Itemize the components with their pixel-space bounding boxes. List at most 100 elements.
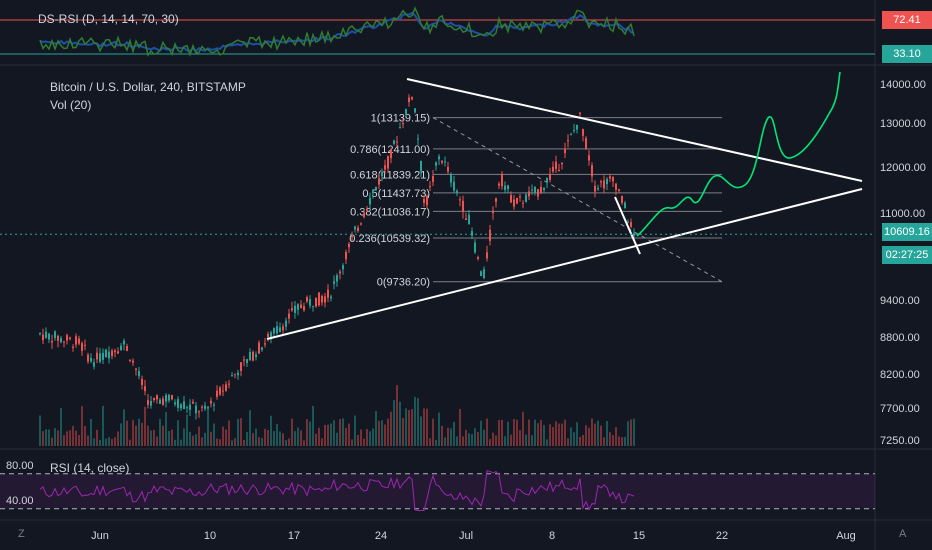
candle-body <box>441 160 443 163</box>
candle-body <box>579 112 581 114</box>
volume-bar <box>339 419 341 446</box>
volume-bar <box>432 418 434 446</box>
candle-body <box>69 337 71 339</box>
volume-bar <box>186 414 188 446</box>
candle-body <box>255 354 257 358</box>
candle-body <box>321 296 323 303</box>
candle-body <box>171 395 173 400</box>
volume-bar <box>216 438 218 446</box>
candle-body <box>519 196 521 198</box>
volume-bar <box>153 429 155 446</box>
candle-body <box>516 198 518 204</box>
volume-bar <box>213 423 215 446</box>
candle-body <box>471 231 473 236</box>
volume-bar <box>372 428 374 446</box>
candle-body <box>633 233 635 236</box>
volume-bar <box>630 419 632 446</box>
candle-body <box>192 401 194 404</box>
candle-body <box>465 218 467 220</box>
volume-bar <box>276 424 278 446</box>
volume-bar <box>207 406 209 446</box>
volume-bar <box>462 436 464 446</box>
candle-body <box>234 373 236 375</box>
candle-body <box>165 395 167 402</box>
volume-bar <box>396 385 398 446</box>
volume-bar <box>117 431 119 446</box>
candle-body <box>51 340 53 343</box>
candle-body <box>282 326 284 331</box>
candle-body <box>270 332 272 340</box>
price-axis-tick-label: 8200.00 <box>880 369 920 381</box>
volume-bar <box>378 420 380 446</box>
candle-body <box>156 395 158 400</box>
candle-body <box>558 170 560 172</box>
volume-bar <box>105 438 107 446</box>
volume-bar <box>243 439 245 446</box>
volume-bar <box>81 406 83 446</box>
candle-body <box>261 347 263 350</box>
candle-body <box>216 390 218 397</box>
candle-body <box>186 407 188 409</box>
volume-bar <box>414 396 416 446</box>
volume-bar <box>132 420 134 446</box>
candle-body <box>177 399 179 408</box>
volume-bar <box>225 429 227 446</box>
candle-body <box>45 331 47 339</box>
time-axis-tick-label: 22 <box>716 530 728 542</box>
candle-body <box>552 166 554 172</box>
volume-bar <box>270 415 272 446</box>
candle-body <box>450 174 452 183</box>
volume-bar <box>156 436 158 446</box>
volume-bar <box>252 433 254 446</box>
time-axis-tick-label: 24 <box>375 530 387 542</box>
candle-body <box>237 372 239 376</box>
rsi-indicator-label[interactable]: RSI (14, close) <box>50 461 130 475</box>
drop-trend-line <box>614 196 641 255</box>
volume-bar <box>327 424 329 446</box>
volume-bar <box>165 411 167 446</box>
chart-title: Bitcoin / U.S. Dollar, 240, BITSTAMP <box>50 80 246 94</box>
volume-bar <box>633 418 635 446</box>
volume-bar <box>240 418 242 446</box>
volume-bar <box>363 438 365 446</box>
candle-body <box>63 341 65 343</box>
volume-bar <box>366 428 368 446</box>
volume-bar <box>249 410 251 446</box>
volume-bar <box>570 427 572 446</box>
candle-body <box>588 155 590 161</box>
volume-bar <box>612 435 614 446</box>
candle-body <box>144 386 146 392</box>
candle-body <box>330 296 332 299</box>
candle-body <box>492 210 494 214</box>
volume-bar <box>579 436 581 446</box>
volume-bar <box>99 439 101 446</box>
volume-bar <box>357 434 359 446</box>
volume-bar <box>294 431 296 446</box>
volume-bar <box>576 422 578 446</box>
candle-body <box>213 404 215 406</box>
candle-body <box>576 124 578 130</box>
volume-indicator-label[interactable]: Vol (20) <box>50 98 92 112</box>
dsrsi-indicator-label[interactable]: DS-RSI (D, 14, 14, 70, 30) <box>38 12 179 26</box>
candle-body <box>456 190 458 194</box>
candle-body <box>324 296 326 303</box>
candle-body <box>81 343 83 351</box>
zoom-z-button[interactable]: Z <box>18 528 25 540</box>
last-price-label: 10609.16 <box>882 223 932 241</box>
volume-bar <box>342 418 344 446</box>
candle-body <box>105 349 107 358</box>
lower-trend-line <box>266 188 863 340</box>
candle-body <box>477 257 479 259</box>
volume-bar <box>129 439 131 446</box>
candle-body <box>399 127 401 129</box>
volume-bar <box>84 426 86 446</box>
auto-scale-button[interactable]: A <box>899 528 907 540</box>
volume-bar <box>138 418 140 446</box>
volume-bar <box>522 411 524 446</box>
volume-bar <box>468 433 470 446</box>
candle-body <box>369 197 371 205</box>
volume-bar <box>330 423 332 446</box>
volume-bar <box>141 422 143 446</box>
